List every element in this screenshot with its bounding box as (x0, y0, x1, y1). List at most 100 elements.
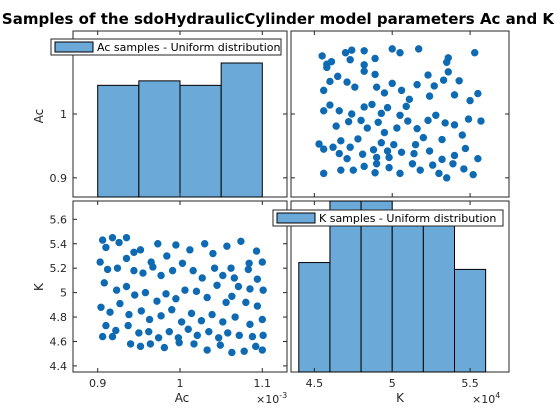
k-ac-scatter-point (112, 286, 121, 294)
k-ac-scatter-point (234, 282, 243, 291)
k-ac-scatter-point (141, 288, 150, 297)
k-ac-scatter-point (253, 275, 262, 283)
ac-hist-bar (179, 84, 222, 198)
ac-k-scatter-point (351, 83, 359, 91)
ac-k-scatter-point (430, 82, 438, 90)
k-ac-scatter-point (222, 298, 230, 307)
ac-k-scatter-point (413, 124, 421, 133)
k-ac-scatter-point (235, 331, 243, 340)
k-ac-scatter-point (230, 274, 239, 282)
k-ac-scatter-point (187, 309, 196, 318)
ac-k-scatter-point (405, 95, 414, 104)
ac-k-scatter-point (337, 137, 345, 145)
k-ac-scatter-point (136, 246, 145, 254)
ac-k-scatter-point (320, 86, 328, 95)
k-ac-scatter-point (184, 325, 192, 333)
ac-k-scatter-point (315, 140, 323, 148)
ac-k-scatter-point (397, 148, 406, 157)
k-ac-scatter-point (223, 242, 231, 250)
k-ac-scatter-point (112, 326, 120, 335)
k-ac-scatter-point (125, 310, 133, 319)
k-ac-scatter-point (172, 241, 180, 249)
ac-k-scatter-point (414, 45, 423, 53)
ac-k-scatter-point (450, 91, 459, 99)
k-ac-scatter-point (258, 346, 267, 354)
ac-k-scatter-point (335, 149, 343, 158)
ac-k-scatter-point (371, 70, 379, 79)
k-hist-bar (329, 200, 362, 373)
ac-k-scatter-point (357, 116, 365, 125)
ac-k-scatter-point (388, 45, 396, 53)
ac-k-scatter-point (396, 169, 404, 178)
ac-k-scatter-point (377, 139, 386, 147)
ac-k-scatter-point (390, 140, 398, 149)
ac-k-scatter-point (474, 154, 482, 163)
k-ac-scatter-point (210, 264, 219, 272)
ac-k-scatter-point (460, 165, 468, 173)
ac-hist-bar (220, 62, 263, 198)
k-ac-scatter-point (103, 265, 112, 274)
k-ac-scatter-point (108, 332, 117, 341)
ac-k-scatter-point (349, 166, 357, 174)
ac-k-scatter-point (372, 83, 381, 91)
ac-k-scatter-point (444, 68, 452, 76)
k-ac-scatter-point (139, 269, 147, 277)
ac-k-scatter-point (368, 100, 376, 109)
k-ac-scatter-point (165, 327, 174, 336)
ac-k-scatter-point (318, 52, 326, 60)
k-ac-scatter-point (146, 340, 155, 348)
ac-k-scatter-point (397, 86, 406, 95)
k-ac-scatter-point (137, 307, 146, 315)
k-ac-scatter-point (122, 233, 131, 242)
ac-k-scatter-point (320, 107, 328, 115)
ac-x-exponent-label: ×10-3 (256, 391, 287, 406)
panel-k-vs-ac-scatter: 4.4 4.6 4.8 5 5.2 5.4 5.6 0.9 1 1.1 (50, 200, 288, 390)
ac-k-scatter-point (429, 161, 437, 169)
ac-k-scatter-point (358, 150, 367, 158)
k-hist-legend-box (272, 209, 504, 227)
k-ac-scatter-point (240, 347, 248, 355)
ac-k-scatter-point (346, 143, 354, 151)
k-ac-scatter-ytick-label: 5.4 (50, 238, 68, 251)
k-ac-scatter-point (259, 331, 267, 340)
k-ac-scatter-point (246, 320, 254, 329)
k-ac-scatter-point (157, 271, 165, 280)
ac-k-scatter-point (346, 56, 354, 64)
k-ac-scatter-point (131, 291, 139, 299)
k-ac-scatter-point (145, 327, 153, 336)
k-hist-xtick-label: 5 (389, 377, 396, 390)
k-ac-scatter-point (168, 266, 177, 275)
k-ac-scatter-xtick-label: 1.1 (254, 377, 272, 390)
k-ac-scatter-point (122, 254, 131, 263)
ac-k-scatter-point (332, 122, 340, 130)
k-ac-scatter-point (157, 312, 165, 320)
k-ac-scatter-point (190, 340, 198, 348)
k-ac-scatter-point (227, 264, 235, 272)
panel-k-histogram: 4.5 5 5.5 K samples - Uniform distribution (272, 200, 510, 390)
ac-k-scatter-point (329, 143, 337, 151)
k-ac-scatter-point (216, 341, 225, 349)
k-ac-scatter-xtick-label: 0.9 (89, 377, 107, 390)
k-ac-scatter-point (258, 258, 267, 266)
ac-k-scatter-point (374, 118, 382, 127)
ac-k-scatter-point (438, 135, 446, 144)
ac-hist-bar (138, 80, 181, 198)
k-hist-legend-swatch (276, 212, 316, 224)
ac-k-scatter-point (360, 103, 368, 111)
k-hist-bar (454, 268, 487, 373)
ac-hist-legend-swatch (54, 41, 94, 53)
k-hist-bar (360, 200, 393, 373)
k-ac-scatter-point (106, 308, 114, 316)
ac-k-scatter-point (354, 135, 362, 143)
ac-k-scatter-point (326, 77, 334, 86)
k-ac-scatter-point (178, 259, 187, 267)
ac-k-scatter-point (369, 146, 378, 154)
ac-k-scatter-point (396, 111, 404, 119)
ac-k-scatter-point (360, 162, 368, 171)
k-ac-scatter-point (253, 302, 262, 310)
k-ac-scatter-point (98, 332, 107, 341)
k-ac-scatter-ytick-label: 5.2 (50, 262, 68, 275)
k-ac-scatter-point (200, 240, 209, 248)
k-hist-bar (298, 262, 331, 373)
ac-k-scatter-point (385, 163, 393, 172)
